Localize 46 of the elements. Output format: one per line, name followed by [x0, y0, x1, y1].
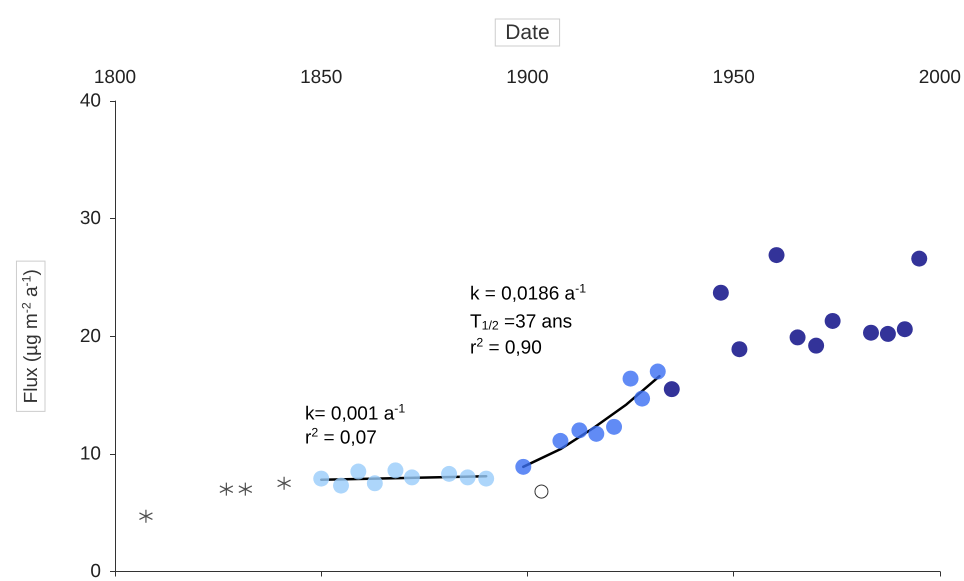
point — [534, 484, 548, 499]
point — [622, 370, 639, 387]
point — [238, 482, 252, 496]
y-tick-label: 40 — [80, 90, 101, 112]
point — [606, 418, 622, 435]
x-tick-label: 1800 — [94, 67, 136, 88]
point — [731, 341, 748, 358]
point — [366, 475, 383, 492]
y-tick-label: 30 — [80, 208, 101, 230]
x-tick-label: 1900 — [506, 67, 549, 88]
point — [880, 326, 896, 342]
x-tick-label: 1850 — [300, 67, 342, 88]
point — [896, 321, 913, 338]
point — [790, 329, 806, 346]
point — [138, 509, 154, 524]
y-tick-label: 0 — [90, 561, 101, 581]
point — [808, 338, 824, 354]
point — [333, 478, 350, 494]
point — [441, 466, 458, 482]
y-axis-title: Flux (µg m-2 a-1) — [19, 269, 42, 404]
point — [634, 390, 650, 407]
point — [313, 470, 330, 487]
y-tick-label: 20 — [80, 326, 101, 347]
point — [515, 458, 532, 475]
point — [863, 324, 879, 341]
point — [650, 364, 666, 380]
point — [478, 470, 494, 487]
point — [768, 247, 785, 264]
x-tick-label: 2000 — [918, 67, 962, 88]
point — [404, 469, 420, 486]
point — [219, 482, 234, 496]
annotation: T1/2 =37 ans — [470, 312, 572, 332]
point — [664, 381, 680, 398]
point — [350, 464, 366, 480]
point — [571, 422, 588, 438]
point — [277, 476, 292, 490]
point — [911, 250, 928, 267]
point — [824, 312, 841, 329]
x-axis-title: Date — [505, 21, 550, 44]
point — [387, 462, 404, 478]
point — [712, 284, 729, 301]
point — [588, 426, 604, 442]
y-tick-label: 10 — [80, 443, 101, 464]
point — [552, 432, 568, 449]
x-tick-label: 1950 — [712, 67, 755, 88]
point — [460, 469, 476, 486]
